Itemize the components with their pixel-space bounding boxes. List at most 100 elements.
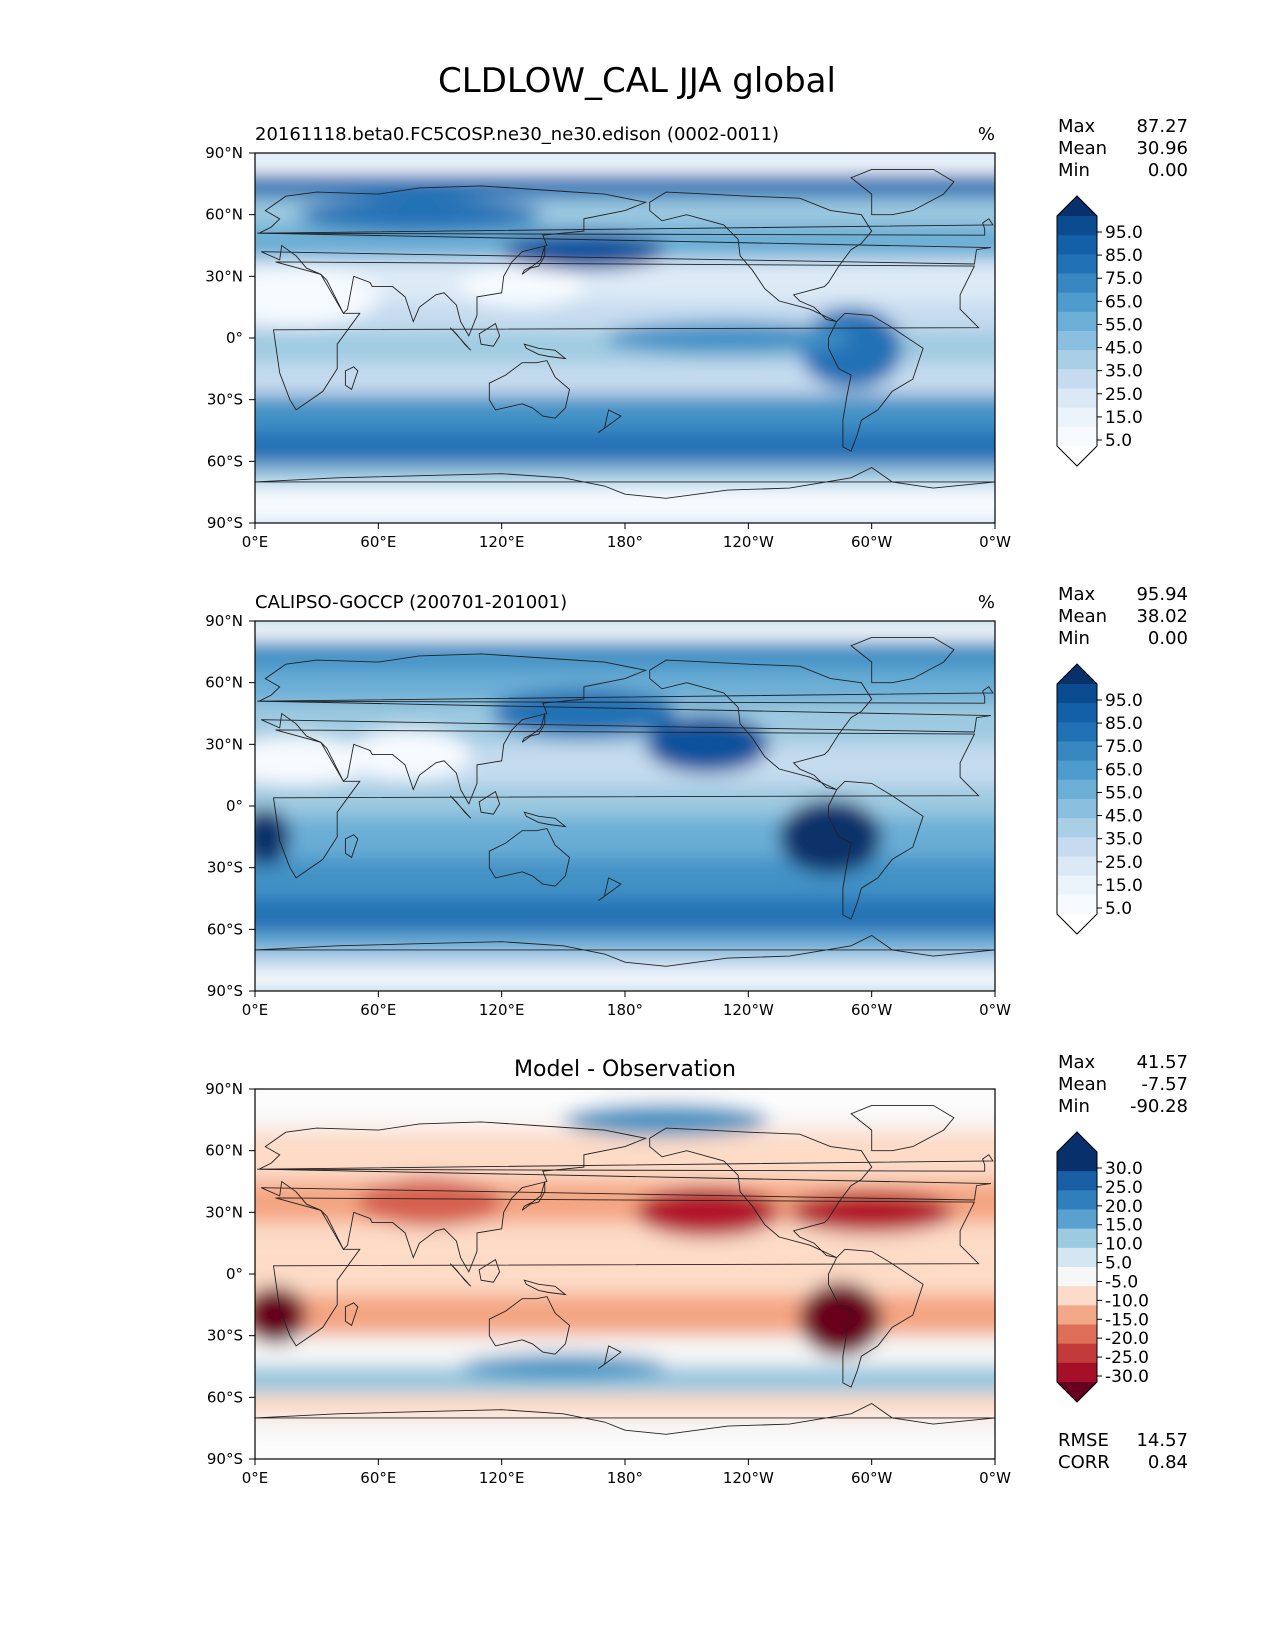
- x-tick-label: 120°E: [479, 1469, 525, 1487]
- y-tick-label: 0°: [226, 797, 243, 815]
- y-tick-label: 30°N: [205, 267, 243, 285]
- map-field: [255, 1089, 995, 1459]
- colorbar-tick-label: 5.0: [1105, 1254, 1132, 1274]
- colorbar-extend-top: [1057, 664, 1097, 684]
- panel-units: %: [978, 592, 995, 613]
- x-tick-label: 0°W: [979, 1469, 1011, 1487]
- y-tick-label: 30°S: [207, 391, 243, 409]
- colorbar-tick-label: -5.0: [1105, 1272, 1138, 1292]
- panel-observation: CALIPSO-GOCCP (200701-201001) % 0°E 60°E 1…: [205, 592, 1011, 1019]
- colorbar-tick-label: 95.0: [1105, 223, 1143, 243]
- colorbar-segment: [1057, 369, 1097, 389]
- x-tick-label: 60°E: [360, 1001, 396, 1019]
- colorbar-segment: [1057, 779, 1097, 800]
- colorbar-segment: [1057, 760, 1097, 781]
- colorbar-tick-label: 15.0: [1105, 1216, 1143, 1236]
- colorbar-segment: [1057, 1324, 1097, 1345]
- stat-max: Max 41.57: [1058, 1052, 1188, 1073]
- colorbar-segment: [1057, 1343, 1097, 1364]
- colorbar-outline: [1056, 1131, 1098, 1403]
- x-tick-label: 0°E: [242, 533, 269, 551]
- panel-title-center: Model - Observation: [514, 1057, 736, 1082]
- colorbar-segment: [1057, 856, 1097, 877]
- x-tick-label: 0°W: [979, 1001, 1011, 1019]
- colorbar-segment: [1057, 818, 1097, 838]
- x-tick-label: 120°E: [479, 1001, 525, 1019]
- colorbar-tick-label: -10.0: [1105, 1291, 1149, 1311]
- x-tick-label: 120°E: [479, 533, 525, 551]
- colorbar-tick-label: 20.0: [1105, 1197, 1143, 1217]
- colorbar-segment: [1057, 1209, 1097, 1230]
- colorbar-extend-bottom: [1057, 914, 1097, 934]
- x-tick-label: 120°W: [723, 1469, 774, 1487]
- y-tick-label: 60°S: [207, 920, 243, 938]
- y-tick-label: 0°: [226, 329, 243, 347]
- y-tick-label: 60°S: [207, 452, 243, 470]
- panel-title-left: 20161118.beta0.FC5COSP.ne30_ne30.edison …: [255, 124, 779, 145]
- x-tick-label: 60°W: [851, 533, 893, 551]
- colorbar-segment: [1057, 684, 1097, 704]
- colorbar-segment: [1057, 254, 1097, 274]
- colorbar-segment: [1057, 799, 1097, 819]
- x-tick-label: 60°W: [851, 1001, 893, 1019]
- stat-min: Min 0.00: [1058, 160, 1188, 181]
- colorbar-tick-label: -20.0: [1105, 1329, 1149, 1349]
- x-tick-label: 0°E: [242, 1001, 269, 1019]
- y-tick-label: 60°N: [205, 1142, 243, 1160]
- coastlines: [255, 636, 995, 967]
- panel-units: %: [978, 124, 995, 145]
- colorbar-segment: [1057, 1267, 1097, 1287]
- colorbar-tick-label: 65.0: [1105, 292, 1143, 312]
- colorbar-outline: [1056, 195, 1098, 467]
- stats-observation: Max 95.94 Mean 38.02 Min 0.00: [1058, 584, 1188, 650]
- colorbar-tick-label: 15.0: [1105, 876, 1143, 896]
- y-tick-label: 90°S: [207, 982, 243, 1000]
- y-tick-label: 30°N: [205, 1203, 243, 1221]
- colorbar-tick-label: 95.0: [1105, 691, 1143, 711]
- colorbar-segment: [1057, 722, 1097, 742]
- x-tick-label: 0°W: [979, 533, 1011, 551]
- colorbar-tick-label: 55.0: [1105, 783, 1143, 803]
- colorbar-segment: [1057, 1152, 1097, 1172]
- map-axes: 0°E 60°E 120°E 180° 120°W 60°W 0°W 90°N 60°N 30°N…: [205, 612, 1011, 1019]
- colorbar-segment: [1057, 311, 1097, 332]
- x-tick-label: 120°W: [723, 1001, 774, 1019]
- colorbar-extend-bottom: [1057, 446, 1097, 466]
- colorbar-tick-label: 85.0: [1105, 246, 1143, 266]
- colorbar-segment: [1057, 703, 1097, 723]
- map-field: [255, 621, 995, 991]
- y-tick-label: 60°S: [207, 1388, 243, 1406]
- x-tick-label: 120°W: [723, 533, 774, 551]
- metric-corr: CORR 0.84: [1058, 1452, 1188, 1473]
- colorbar-segment: [1057, 1362, 1097, 1383]
- colorbar-tick-label: 45.0: [1105, 807, 1143, 827]
- colorbar-segment: [1057, 235, 1097, 255]
- coastlines: [255, 168, 995, 499]
- colorbar-tick-label: 75.0: [1105, 269, 1143, 289]
- colorbar-segment: [1057, 741, 1097, 762]
- y-tick-label: 60°N: [205, 674, 243, 692]
- stat-mean: Mean 38.02: [1058, 606, 1188, 627]
- colorbar-segment: [1057, 1190, 1097, 1210]
- y-tick-label: 60°N: [205, 206, 243, 224]
- colorbar-tick-label: 25.0: [1105, 853, 1143, 873]
- colorbar-tick-label: 5.0: [1105, 431, 1132, 451]
- colorbar-segment: [1057, 292, 1097, 313]
- x-tick-label: 60°E: [360, 533, 396, 551]
- colorbar-segment: [1057, 1305, 1097, 1325]
- stats-difference: Max 41.57 Mean -7.57 Min -90.28: [1058, 1052, 1188, 1118]
- colorbar-difference: 30.025.020.015.010.05.0-5.0-10.0-15.0-20…: [1056, 1131, 1149, 1403]
- panel-title-left: CALIPSO-GOCCP (200701-201001): [255, 592, 567, 613]
- stat-max: Max 95.94: [1058, 584, 1188, 605]
- y-tick-label: 90°N: [205, 144, 243, 162]
- panel-difference: Model - Observation 0°E 60°E 120°E 180° 120°…: [205, 1057, 1011, 1487]
- x-tick-label: 0°E: [242, 1469, 269, 1487]
- colorbar-segment: [1057, 216, 1097, 236]
- metrics-difference: RMSE 14.57 CORR 0.84: [1058, 1430, 1188, 1474]
- colorbar-tick-label: 10.0: [1105, 1235, 1143, 1255]
- colorbar-tick-label: 15.0: [1105, 408, 1143, 428]
- y-tick-label: 30°S: [207, 1327, 243, 1345]
- colorbar-extend-bottom: [1057, 1382, 1097, 1402]
- colorbar-tick-label: 85.0: [1105, 714, 1143, 734]
- colorbar-tick-label: 45.0: [1105, 339, 1143, 359]
